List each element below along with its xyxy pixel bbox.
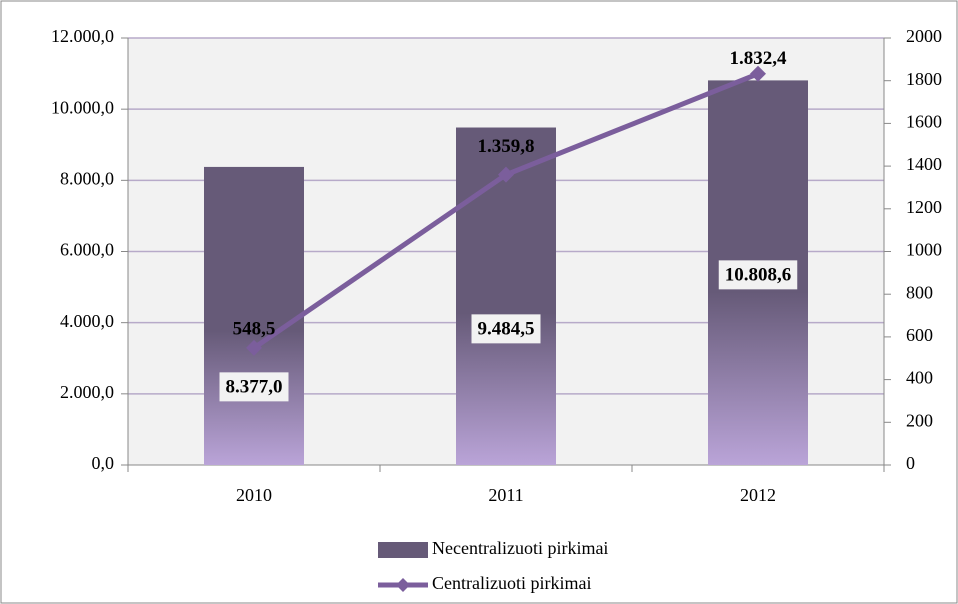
y2-tick-label: 200	[906, 410, 933, 430]
y-tick-label: 12.000,0	[51, 26, 114, 46]
data-label: 10.808,6	[725, 264, 792, 285]
data-label: 1.832,4	[730, 48, 788, 69]
legend-label: Centralizuoti pirkimai	[432, 573, 591, 593]
y-tick-label: 6.000,0	[60, 240, 114, 260]
y2-tick-label: 1600	[906, 112, 942, 132]
bar	[204, 166, 304, 466]
y2-tick-label: 1000	[906, 240, 942, 260]
y2-tick-label: 1400	[906, 154, 942, 174]
y-tick-label: 4.000,0	[60, 311, 114, 331]
data-label-box	[471, 314, 541, 344]
y-tick-label: 10.000,0	[51, 97, 114, 117]
data-label: 9.484,5	[478, 318, 535, 339]
y-tick-label: 8.000,0	[60, 168, 114, 188]
y2-tick-label: 2000	[906, 26, 942, 46]
x-tick-label: 2011	[488, 485, 523, 505]
legend-marker	[396, 578, 410, 592]
x-tick-label: 2010	[236, 485, 272, 505]
y2-tick-label: 1800	[906, 69, 942, 89]
y2-tick-label: 400	[906, 368, 933, 388]
y-tick-label: 0,0	[92, 453, 115, 473]
x-tick-label: 2012	[740, 485, 776, 505]
marker	[246, 339, 262, 356]
marker	[498, 166, 514, 183]
data-label: 548,5	[233, 318, 276, 339]
bar	[456, 127, 556, 465]
y2-tick-label: 1200	[906, 197, 942, 217]
y2-tick-label: 800	[906, 282, 933, 302]
data-label-box	[219, 372, 289, 402]
data-label: 8.377,0	[226, 376, 283, 397]
y-tick-label: 2.000,0	[60, 382, 114, 402]
data-label-box	[718, 260, 798, 290]
marker	[750, 65, 766, 82]
data-label: 1.359,8	[478, 136, 535, 157]
y2-tick-label: 0	[906, 453, 915, 473]
legend-label: Necentralizuoti pirkimai	[432, 538, 608, 558]
y2-tick-label: 600	[906, 325, 933, 345]
legend-swatch	[378, 542, 428, 558]
